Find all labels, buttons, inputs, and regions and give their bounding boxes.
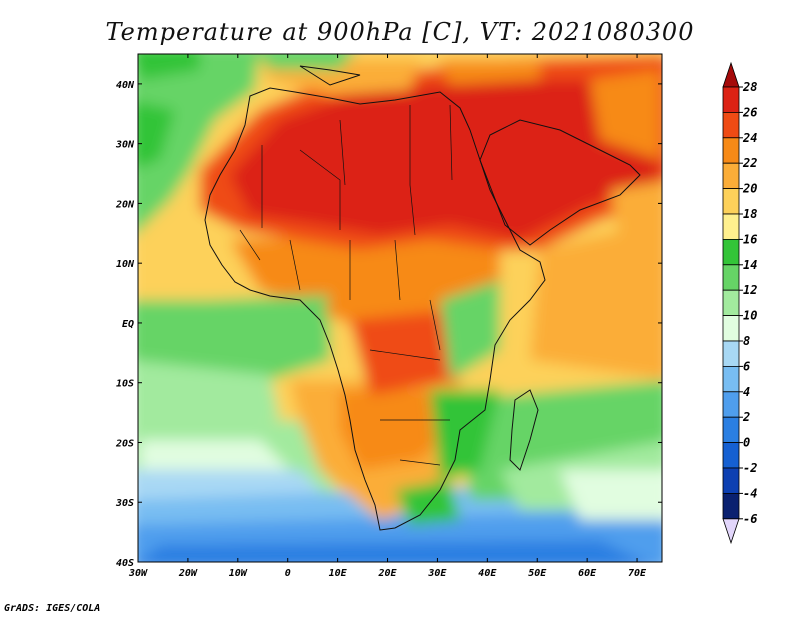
colorbar-swatch: [722, 162, 740, 189]
colorbar-swatch: [722, 112, 740, 139]
lat-label: 10S: [116, 379, 134, 390]
map-frame: [137, 53, 663, 563]
lat-label: 40S: [116, 558, 134, 569]
chart-title: Temperature at 900hPa [C], VT: 202108030…: [105, 18, 695, 46]
lon-label: 20E: [377, 568, 397, 579]
lat-label: 10N: [116, 259, 135, 270]
axis-ticks: [137, 54, 662, 563]
colorbar-label: 10: [743, 309, 757, 323]
colorbar-label: 6: [743, 359, 750, 373]
lon-label: 30W: [128, 568, 148, 579]
lon-label: 10W: [229, 568, 248, 579]
colorbar-label: 20: [742, 182, 757, 196]
colorbar-swatch: [722, 416, 740, 444]
latitude-labels: 40N 30N 20N 10N EQ 10S 20S 30S 40S: [115, 80, 135, 569]
colorbar-swatch: [722, 365, 740, 393]
colorbar-label: 18: [743, 207, 757, 221]
colorbar-swatch: [722, 213, 740, 240]
colorbar-swatch: [722, 391, 740, 418]
colorbar-bottom-arrow: [722, 518, 740, 545]
colorbar-label: 22: [742, 156, 757, 170]
lon-label: 20W: [178, 568, 198, 579]
colorbar-label: 24: [742, 131, 757, 145]
colorbar-swatch: [722, 315, 740, 342]
colorbar-label: 0: [743, 436, 750, 450]
colorbar-swatch: [722, 264, 740, 291]
lat-label: 40N: [116, 80, 135, 91]
colorbar-label: -4: [743, 486, 757, 500]
colorbar-swatch: [722, 289, 740, 317]
lon-label: 70E: [628, 568, 647, 579]
lon-label: 50E: [528, 568, 547, 579]
colorbar-swatch: [722, 442, 740, 469]
colorbar-label: -2: [743, 461, 757, 475]
coastlines: [204, 65, 641, 531]
colorbar-swatch: [722, 188, 740, 215]
colorbar-label: 28: [742, 80, 757, 94]
colorbar-swatch: [722, 238, 740, 266]
colorbar-label: 2: [742, 410, 750, 424]
lat-label: 30N: [115, 140, 135, 151]
lat-label: 20N: [115, 199, 135, 210]
colorbar-label: 4: [743, 385, 750, 399]
colorbar-label: -6: [743, 512, 757, 526]
lon-label: 10E: [329, 568, 348, 579]
lon-label: 60E: [578, 568, 597, 579]
colorbar-label: 26: [742, 105, 757, 119]
colorbar-label: 12: [743, 283, 757, 297]
colorbar-top-arrow: [722, 61, 740, 88]
colorbar-swatch: [722, 86, 740, 113]
colorbar-label: 16: [743, 232, 757, 246]
colorbar-swatch: [722, 137, 740, 164]
lon-label: 0: [285, 568, 291, 579]
lat-label: 20S: [115, 438, 134, 449]
country-borders: [239, 104, 453, 466]
colorbar-swatch: [722, 340, 740, 367]
lat-label: EQ: [122, 319, 134, 330]
lat-label: 30S: [115, 498, 134, 509]
colorbar-label: 14: [743, 258, 757, 272]
temperature-field: [138, 54, 662, 562]
colorbar-label: 8: [743, 334, 750, 348]
lon-label: 30E: [427, 568, 447, 579]
lon-label: 40E: [478, 568, 497, 579]
colorbar-swatch: [722, 492, 740, 520]
credit-text: GrADS: IGES/COLA: [4, 603, 101, 614]
longitude-labels: 30W 20W 10W 0 10E 20E 30E 40E 50E 60E 70E: [128, 568, 647, 579]
colorbar-swatch: [722, 467, 740, 494]
